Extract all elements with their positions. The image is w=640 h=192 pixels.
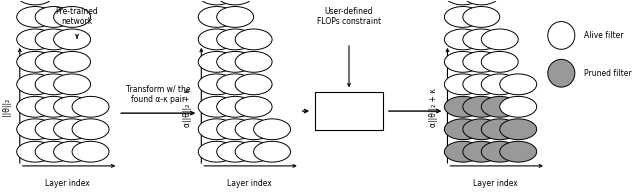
Ellipse shape [235, 74, 272, 95]
Text: α||θ||₂ + κ: α||θ||₂ + κ [183, 88, 192, 127]
Ellipse shape [500, 96, 537, 117]
Ellipse shape [17, 141, 54, 162]
Ellipse shape [35, 7, 72, 27]
Ellipse shape [481, 96, 518, 117]
Ellipse shape [463, 29, 500, 50]
Ellipse shape [54, 29, 90, 50]
Ellipse shape [217, 141, 253, 162]
Ellipse shape [500, 141, 537, 162]
Ellipse shape [253, 119, 291, 140]
Ellipse shape [217, 51, 253, 72]
Ellipse shape [217, 74, 253, 95]
Text: Layer index: Layer index [473, 179, 518, 188]
Ellipse shape [198, 0, 235, 5]
Text: Layer index: Layer index [45, 179, 90, 188]
Ellipse shape [198, 29, 235, 50]
Ellipse shape [54, 96, 90, 117]
Text: Layer index: Layer index [227, 179, 271, 188]
Text: Transform w/ the
found α-κ pair: Transform w/ the found α-κ pair [126, 84, 191, 104]
Ellipse shape [17, 0, 54, 5]
Text: α||θ||₂ + κ: α||θ||₂ + κ [429, 88, 438, 127]
Ellipse shape [54, 141, 90, 162]
Ellipse shape [235, 141, 272, 162]
Text: User-defined
FLOPs constraint: User-defined FLOPs constraint [317, 7, 381, 26]
Ellipse shape [54, 51, 90, 72]
Text: Pre-trained
network: Pre-trained network [56, 7, 99, 26]
Ellipse shape [481, 119, 518, 140]
Ellipse shape [444, 29, 481, 50]
Ellipse shape [463, 51, 500, 72]
Ellipse shape [198, 119, 235, 140]
Ellipse shape [444, 96, 481, 117]
Ellipse shape [72, 96, 109, 117]
Ellipse shape [198, 96, 235, 117]
Text: Pruned filter: Pruned filter [584, 69, 632, 78]
Ellipse shape [72, 119, 109, 140]
Ellipse shape [198, 141, 235, 162]
Ellipse shape [35, 119, 72, 140]
Ellipse shape [444, 0, 481, 5]
Ellipse shape [444, 119, 481, 140]
Ellipse shape [198, 7, 235, 27]
Ellipse shape [17, 7, 54, 27]
Ellipse shape [198, 74, 235, 95]
Ellipse shape [444, 7, 481, 27]
Text: ||θ||₂: ||θ||₂ [2, 98, 11, 116]
Ellipse shape [35, 141, 72, 162]
Ellipse shape [217, 119, 253, 140]
Ellipse shape [17, 74, 54, 95]
Ellipse shape [54, 7, 90, 27]
Ellipse shape [35, 51, 72, 72]
Ellipse shape [35, 74, 72, 95]
Ellipse shape [235, 96, 272, 117]
Ellipse shape [444, 74, 481, 95]
Ellipse shape [463, 0, 500, 5]
Ellipse shape [54, 119, 90, 140]
Ellipse shape [217, 0, 253, 5]
Ellipse shape [548, 22, 575, 49]
Ellipse shape [444, 51, 481, 72]
Ellipse shape [463, 141, 500, 162]
Ellipse shape [463, 74, 500, 95]
Ellipse shape [17, 119, 54, 140]
Ellipse shape [17, 51, 54, 72]
Ellipse shape [481, 141, 518, 162]
Ellipse shape [17, 96, 54, 117]
Ellipse shape [235, 119, 272, 140]
Ellipse shape [235, 29, 272, 50]
Ellipse shape [500, 119, 537, 140]
Ellipse shape [198, 51, 235, 72]
Ellipse shape [35, 96, 72, 117]
Ellipse shape [463, 119, 500, 140]
Ellipse shape [481, 51, 518, 72]
Ellipse shape [548, 59, 575, 87]
Ellipse shape [235, 51, 272, 72]
Text: Alive filter: Alive filter [584, 31, 623, 40]
Ellipse shape [35, 29, 72, 50]
Ellipse shape [253, 141, 291, 162]
FancyBboxPatch shape [315, 92, 383, 130]
Ellipse shape [463, 96, 500, 117]
Ellipse shape [481, 74, 518, 95]
Ellipse shape [72, 141, 109, 162]
Ellipse shape [217, 96, 253, 117]
Ellipse shape [500, 74, 537, 95]
Ellipse shape [54, 74, 90, 95]
Ellipse shape [217, 7, 253, 27]
Ellipse shape [17, 29, 54, 50]
Ellipse shape [217, 29, 253, 50]
Ellipse shape [463, 7, 500, 27]
Ellipse shape [481, 29, 518, 50]
Ellipse shape [444, 141, 481, 162]
Text: LeGR-Pruning: LeGR-Pruning [323, 107, 375, 116]
